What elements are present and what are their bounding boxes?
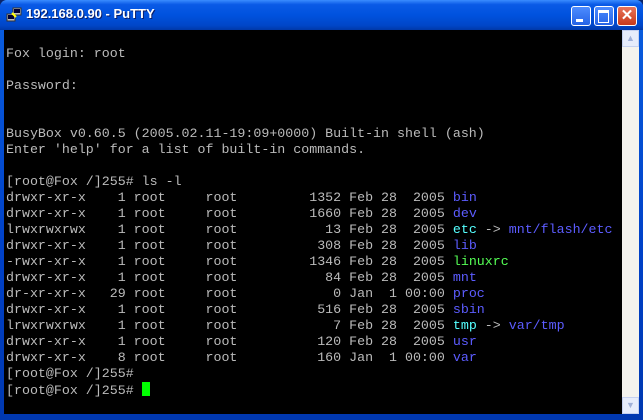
chevron-down-icon: ▼ [626, 400, 635, 410]
terminal-text: drwxr-xr-x 1 root root 516 Feb 28 2005 [6, 302, 453, 317]
terminal-text: lrwxrwxrwx 1 root root 13 Feb 28 2005 [6, 222, 453, 237]
terminal-text: drwxr-xr-x 1 root root 1352 Feb 28 2005 [6, 190, 453, 205]
directory-name: sbin [452, 302, 485, 317]
terminal-line: BusyBox v0.60.5 (2005.02.11-19:09+0000) … [6, 126, 612, 142]
terminal-text: lrwxrwxrwx 1 root root 7 Feb 28 2005 [6, 318, 453, 333]
terminal-text: dr-xr-xr-x 29 root root 0 Jan 1 00:00 [6, 286, 453, 301]
symlink-name: etc [452, 222, 477, 237]
terminal-line: drwxr-xr-x 1 root root 1352 Feb 28 2005 … [6, 190, 612, 206]
terminal-line: drwxr-xr-x 8 root root 160 Jan 1 00:00 v… [6, 350, 612, 366]
minimize-icon [576, 19, 583, 22]
directory-name: proc [452, 286, 485, 301]
terminal-text: Password: [6, 78, 78, 93]
window-title: 192.168.0.90 - PuTTY [26, 6, 155, 21]
terminal-lines: Fox login: root Password: BusyBox v0.60.5 … [6, 30, 612, 398]
terminal-text: BusyBox v0.60.5 (2005.02.11-19:09+0000) … [6, 126, 485, 141]
terminal-line: dr-xr-xr-x 29 root root 0 Jan 1 00:00 pr… [6, 286, 612, 302]
terminal-line: Password: [6, 78, 612, 94]
terminal-text: [root@Fox /]255# ls -l [6, 174, 182, 189]
title-bar[interactable]: 192.168.0.90 - PuTTY ✕ [0, 0, 643, 30]
terminal-text: -rwxr-xr-x 1 root root 1346 Feb 28 2005 [6, 254, 453, 269]
terminal-line [6, 94, 612, 110]
terminal-line: drwxr-xr-x 1 root root 516 Feb 28 2005 s… [6, 302, 612, 318]
maximize-icon [598, 10, 609, 23]
directory-name: dev [452, 206, 477, 221]
terminal-line: -rwxr-xr-x 1 root root 1346 Feb 28 2005 … [6, 254, 612, 270]
terminal-text: [root@Fox /]255# [6, 383, 142, 398]
directory-name: lib [452, 238, 477, 253]
executable-name: linuxrc [452, 254, 509, 269]
terminal-line [6, 158, 612, 174]
terminal-line: drwxr-xr-x 1 root root 84 Feb 28 2005 mn… [6, 270, 612, 286]
close-button[interactable]: ✕ [617, 6, 637, 26]
terminal-line: Enter 'help' for a list of built-in comm… [6, 142, 612, 158]
terminal-line [6, 110, 612, 126]
terminal-line: Fox login: root [6, 46, 612, 62]
directory-name: mnt [452, 270, 477, 285]
terminal-text: -> [476, 318, 509, 333]
terminal-text: Enter 'help' for a list of built-in comm… [6, 142, 366, 157]
chevron-up-icon: ▲ [626, 33, 635, 43]
terminal-output[interactable]: Fox login: root Password: BusyBox v0.60.5 … [4, 30, 622, 414]
terminal-text: [root@Fox /]255# [6, 366, 142, 381]
directory-name: mnt/flash/etc [508, 222, 613, 237]
minimize-button[interactable] [571, 6, 591, 26]
vertical-scrollbar[interactable]: ▲ ▼ [622, 30, 639, 414]
scroll-up-button[interactable]: ▲ [622, 30, 639, 47]
terminal-line: drwxr-xr-x 1 root root 120 Feb 28 2005 u… [6, 334, 612, 350]
directory-name: var/tmp [508, 318, 565, 333]
symlink-name: tmp [452, 318, 477, 333]
close-icon: ✕ [620, 7, 634, 24]
terminal-line [6, 62, 612, 78]
terminal-text: drwxr-xr-x 1 root root 308 Feb 28 2005 [6, 238, 453, 253]
directory-name: var [452, 350, 477, 365]
text-cursor [141, 382, 150, 396]
scroll-down-button[interactable]: ▼ [622, 397, 639, 414]
terminal-text: -> [476, 222, 509, 237]
maximize-button[interactable] [594, 6, 614, 26]
terminal-text: Fox login: root [6, 46, 126, 61]
directory-name: usr [452, 334, 477, 349]
terminal-text: drwxr-xr-x 1 root root 120 Feb 28 2005 [6, 334, 453, 349]
terminal-line: [root@Fox /]255# [6, 382, 612, 398]
directory-name: bin [452, 190, 477, 205]
terminal-text: drwxr-xr-x 1 root root 1660 Feb 28 2005 [6, 206, 453, 221]
terminal-line: drwxr-xr-x 1 root root 1660 Feb 28 2005 … [6, 206, 612, 222]
putty-icon [6, 7, 22, 22]
terminal-line: [root@Fox /]255# ls -l [6, 174, 612, 190]
terminal-line: drwxr-xr-x 1 root root 308 Feb 28 2005 l… [6, 238, 612, 254]
terminal-line: lrwxrwxrwx 1 root root 7 Feb 28 2005 tmp… [6, 318, 612, 334]
terminal-line: lrwxrwxrwx 1 root root 13 Feb 28 2005 et… [6, 222, 612, 238]
terminal-line [6, 30, 612, 46]
terminal-text: drwxr-xr-x 1 root root 84 Feb 28 2005 [6, 270, 453, 285]
terminal-text: drwxr-xr-x 8 root root 160 Jan 1 00:00 [6, 350, 453, 365]
terminal-line: [root@Fox /]255# [6, 366, 612, 382]
